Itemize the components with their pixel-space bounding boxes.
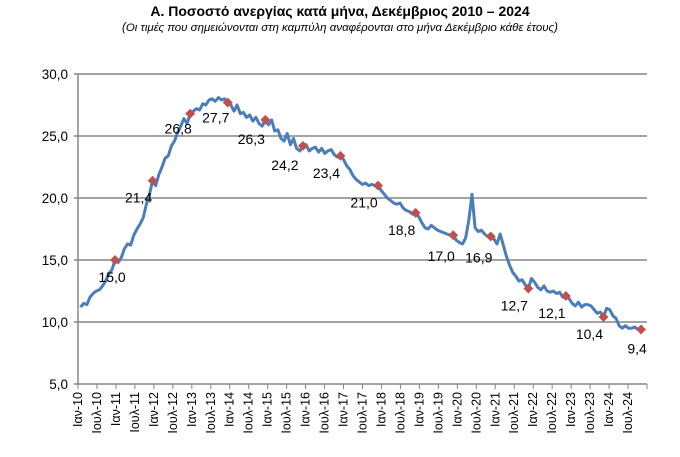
x-tick-label: Ιουλ-24 <box>621 392 635 434</box>
december-marker <box>598 312 609 322</box>
december-marker <box>636 324 646 335</box>
x-tick-label: Ιαν-14 <box>223 392 237 427</box>
x-tick-label: Ιουλ-21 <box>507 392 521 434</box>
x-tick-label: Ιαν-17 <box>337 392 351 427</box>
x-tick-label: Ιουλ-17 <box>356 392 370 434</box>
december-marker <box>485 231 496 242</box>
y-tick-label: 20,0 <box>42 191 68 206</box>
data-label: 12,7 <box>501 298 528 314</box>
x-tick-label: Ιουλ-11 <box>128 392 142 433</box>
x-tick-label: Ιουλ-18 <box>393 392 407 434</box>
december-marker <box>222 97 233 108</box>
x-tick-label: Ιουλ-16 <box>318 392 332 434</box>
x-tick-label: Ιαν-23 <box>564 392 578 427</box>
december-marker <box>523 283 534 294</box>
data-label: 15,0 <box>98 269 125 285</box>
data-label: 10,4 <box>576 326 603 342</box>
chart-subtitle: (Οι τιμές που σημειώνονται στη καμπύλη α… <box>122 22 558 34</box>
x-tick-label: Ιαν-18 <box>374 392 388 427</box>
december-marker <box>560 291 571 301</box>
x-tick-label: Ιαν-16 <box>299 392 313 427</box>
december-marker <box>410 207 421 218</box>
x-tick-label: Ιαν-10 <box>71 392 85 427</box>
x-tick-label: Ιουλ-15 <box>280 392 294 434</box>
x-tick-label: Ιαν-24 <box>602 392 616 427</box>
data-label: 27,7 <box>202 110 229 126</box>
december-marker <box>335 150 346 161</box>
x-tick-label: Ιαν-13 <box>185 392 199 427</box>
x-tick-label: Ιουλ-20 <box>469 392 483 434</box>
december-marker <box>373 180 383 191</box>
data-label: 21,0 <box>350 195 377 211</box>
december-marker <box>448 230 459 241</box>
x-tick-label: Ιουλ-13 <box>204 392 218 434</box>
data-label: 23,4 <box>313 165 340 181</box>
x-tick-label: Ιουλ-14 <box>242 392 256 434</box>
data-label: 18,8 <box>388 222 415 238</box>
y-tick-label: 10,0 <box>42 315 68 330</box>
data-label: 26,8 <box>165 121 192 137</box>
chart-title: Α. Ποσοστό ανεργίας κατά μήνα, Δεκέμβριο… <box>150 3 530 19</box>
x-tick-label: Ιαν-11 <box>109 392 123 426</box>
x-tick-label: Ιαν-20 <box>450 392 464 427</box>
x-tick-label: Ιαν-19 <box>412 392 426 427</box>
data-label: 26,3 <box>238 131 265 147</box>
december-marker <box>147 175 158 186</box>
data-label: 16,9 <box>465 249 492 265</box>
x-tick-label: Ιουλ-12 <box>166 392 180 434</box>
y-tick-label: 15,0 <box>42 253 68 268</box>
y-tick-label: 25,0 <box>42 129 68 144</box>
x-tick-label: Ιουλ-10 <box>90 392 104 434</box>
december-marker <box>185 108 196 119</box>
data-label: 12,1 <box>538 305 565 321</box>
data-label: 24,2 <box>271 157 298 173</box>
x-tick-label: Ιαν-15 <box>261 392 275 427</box>
x-tick-label: Ιαν-21 <box>488 392 502 427</box>
data-label: 17,0 <box>428 248 455 264</box>
december-marker <box>297 140 308 151</box>
data-label: 9,4 <box>627 340 647 356</box>
y-tick-label: 5,0 <box>49 377 68 392</box>
x-tick-label: Ιουλ-23 <box>583 392 597 434</box>
x-tick-label: Ιουλ-19 <box>431 392 445 434</box>
x-tick-label: Ιουλ-22 <box>545 392 559 434</box>
data-label: 21,4 <box>125 190 152 206</box>
y-tick-label: 30,0 <box>42 67 68 82</box>
x-tick-label: Ιαν-22 <box>526 392 540 427</box>
unemployment-line <box>79 96 641 331</box>
x-tick-label: Ιαν-12 <box>147 392 161 427</box>
